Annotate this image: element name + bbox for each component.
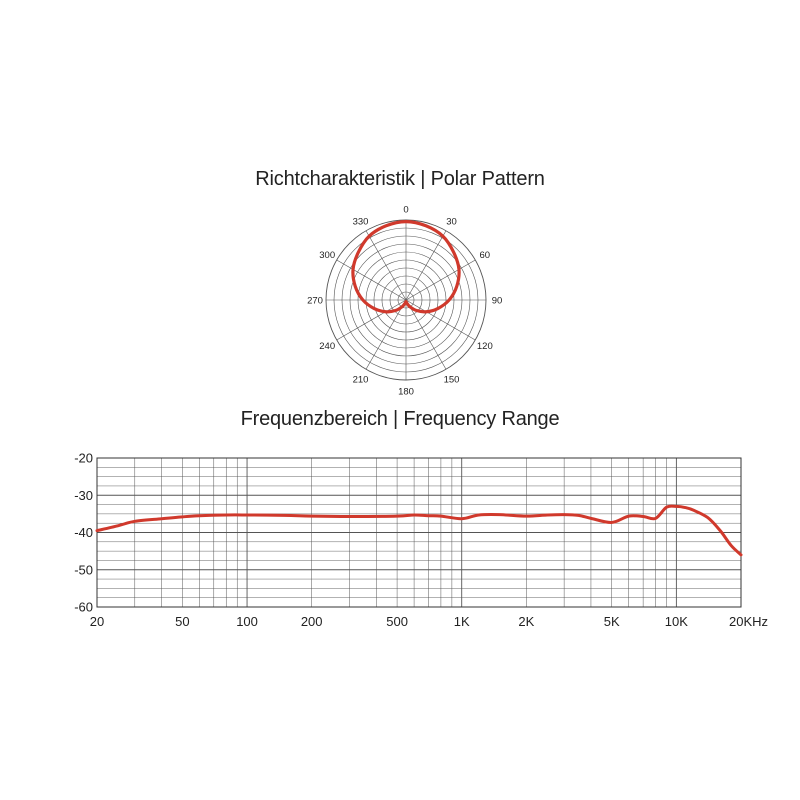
- polar-pattern-curve: [351, 220, 461, 314]
- polar-spoke: [365, 230, 407, 301]
- freq-plot-frame: [96, 457, 742, 608]
- polar-spoke: [405, 299, 447, 370]
- polar-spoke: [405, 259, 476, 301]
- frequency-response-curve: [95, 504, 743, 557]
- polar-spoke: [405, 299, 476, 341]
- polar-spoke: [336, 259, 407, 301]
- polar-angle-label: 270: [307, 296, 323, 307]
- polar-angle-label: 210: [353, 374, 369, 385]
- freq-y-tick-label: -20: [74, 451, 93, 466]
- polar-chart: 0 30 60 90 120 150 180 210 240 270 300 330: [307, 205, 502, 398]
- freq-x-tick-label: 50: [175, 614, 189, 629]
- freq-x-tick-label: 1K: [454, 614, 470, 629]
- freq-y-tick-label: -50: [74, 562, 93, 577]
- polar-pattern-title: Richtcharakteristik | Polar Pattern: [255, 168, 545, 190]
- freq-x-tick-label: 2K: [518, 614, 534, 629]
- polar-angle-label: 60: [480, 250, 491, 261]
- polar-angle-label: 90: [492, 296, 503, 307]
- polar-angle-label: 240: [319, 341, 335, 352]
- polar-angle-label: 120: [477, 341, 493, 352]
- polar-spoke: [336, 299, 407, 341]
- polar-angle-label: 180: [398, 387, 414, 398]
- freq-y-tick-label: -40: [74, 525, 93, 540]
- freq-x-tick-label: 100: [236, 614, 258, 629]
- polar-angle-label: 300: [319, 250, 335, 261]
- freq-y-tick-label: -30: [74, 488, 93, 503]
- freq-x-tick-label: 10K: [665, 614, 688, 629]
- polar-angle-label: 0: [403, 205, 408, 216]
- polar-spoke: [365, 299, 407, 370]
- freq-x-tick-label: 200: [301, 614, 323, 629]
- freq-x-tick-label: 500: [386, 614, 408, 629]
- polar-angle-label: 30: [446, 217, 457, 228]
- freq-x-tick-label: 20: [90, 614, 104, 629]
- freq-x-tick-label: 20KHz: [729, 614, 768, 629]
- polar-angle-label: 330: [353, 217, 369, 228]
- frequency-range-title: Frequenzbereich | Frequency Range: [240, 408, 560, 430]
- freq-y-tick-label: -60: [74, 600, 93, 615]
- polar-spoke: [405, 230, 447, 301]
- freq-x-tick-label: 5K: [604, 614, 620, 629]
- polar-angle-label: 150: [444, 374, 460, 385]
